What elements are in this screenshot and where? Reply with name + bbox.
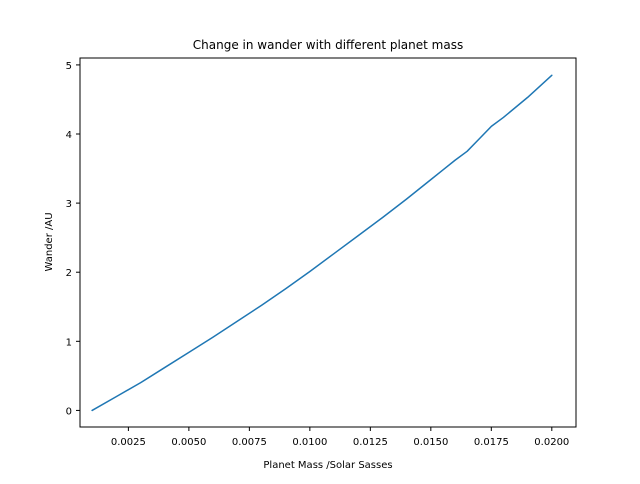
series-group [91, 74, 553, 412]
y-axis-ticks: 0 1 2 3 4 5 [66, 61, 80, 417]
plot-frame [79, 57, 577, 428]
x-tick-label: 0.0125 [353, 437, 388, 448]
y-tick-label: 0 [66, 406, 72, 417]
series-line [91, 74, 553, 412]
y-tick-label: 5 [66, 61, 72, 72]
x-tick-label: 0.0050 [171, 437, 206, 448]
chart-title: Change in wander with different planet m… [193, 38, 463, 52]
y-tick-label: 2 [66, 268, 72, 279]
y-tick-label: 1 [66, 337, 72, 348]
y-axis-label: Wander /AU [44, 212, 55, 271]
x-tick-label: 0.0200 [534, 437, 569, 448]
x-tick-label: 0.0075 [232, 437, 267, 448]
x-tick-label: 0.0150 [413, 437, 448, 448]
plot-area [80, 58, 576, 427]
y-tick-label: 4 [66, 130, 72, 141]
y-tick-label: 3 [66, 199, 72, 210]
x-tick-label: 0.0025 [111, 437, 146, 448]
x-tick-label: 0.0100 [292, 437, 327, 448]
x-axis-ticks: 0.0025 0.0050 0.0075 0.0100 0.0125 0.0150 0.01… [111, 427, 569, 448]
x-axis-label: Planet Mass /Solar Sasses [263, 460, 392, 471]
x-tick-label: 0.0175 [474, 437, 509, 448]
